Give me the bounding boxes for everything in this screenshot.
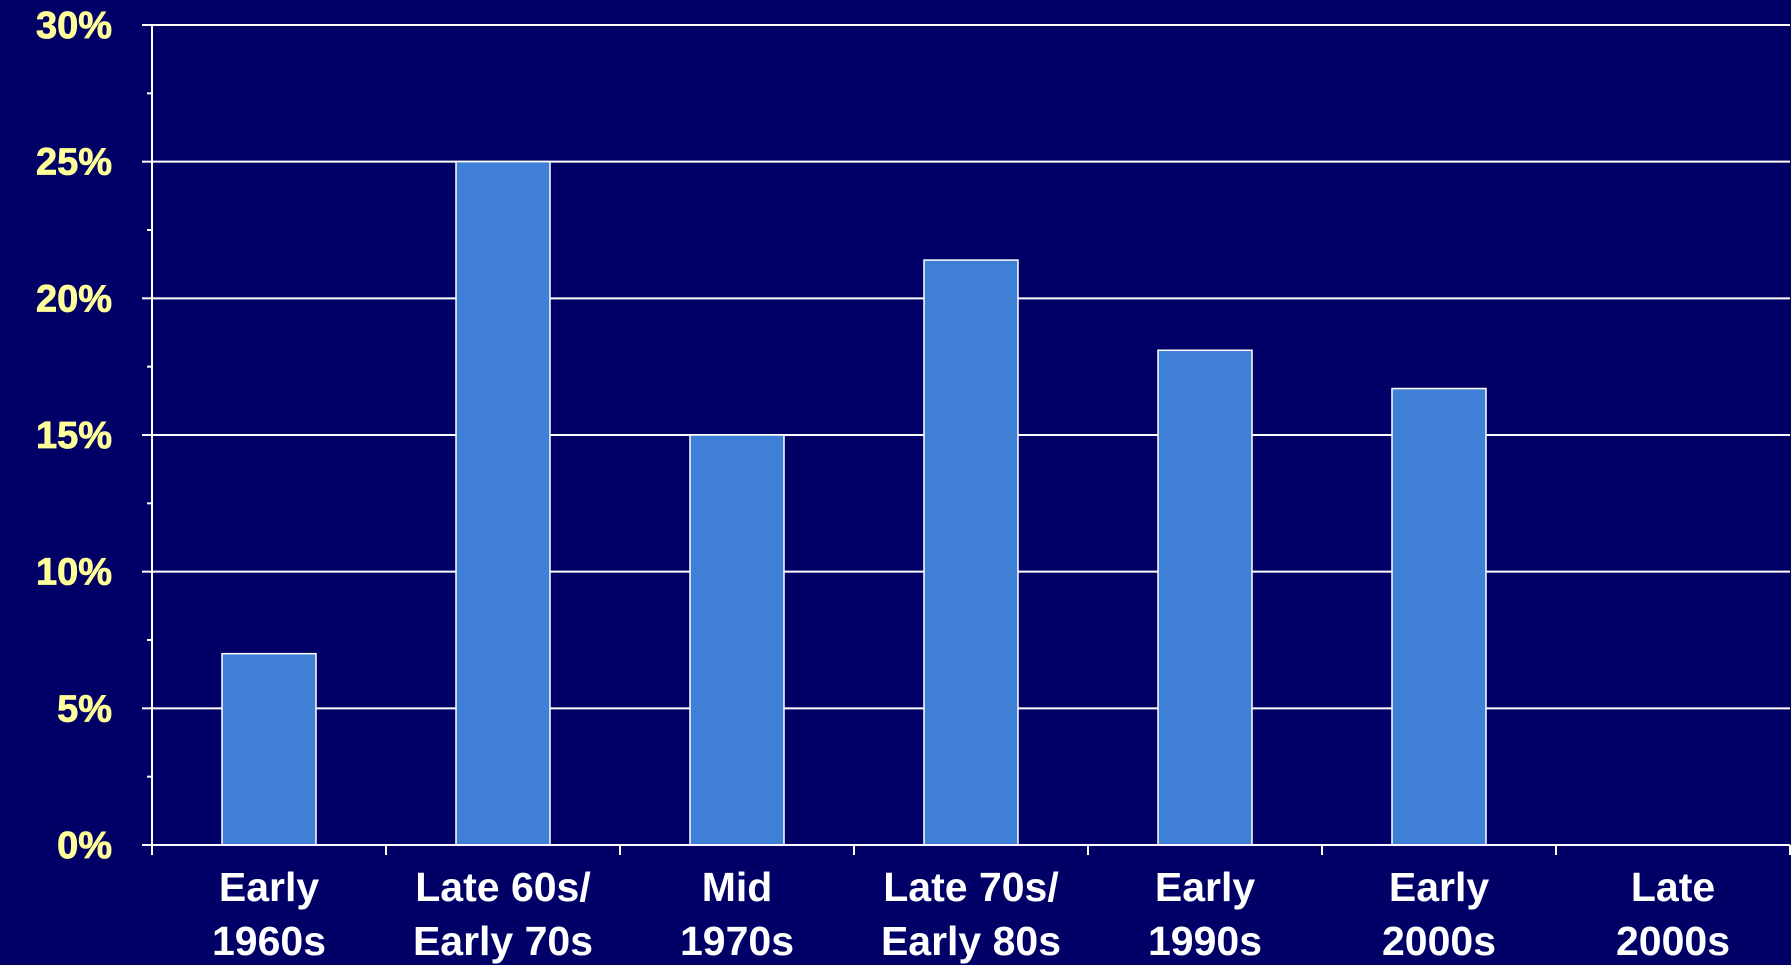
x-tick-label-line: 1970s — [680, 918, 794, 964]
y-tick-label: 30% — [36, 5, 112, 47]
bar-1 — [455, 160, 551, 846]
x-tick-label-line: 1990s — [1148, 918, 1262, 964]
y-tick-label: 15% — [36, 415, 112, 457]
x-tick-label-line: Mid — [702, 864, 773, 910]
x-tick-label: Mid 1970s — [680, 864, 794, 964]
bars — [221, 160, 1487, 846]
y-tick-label: 5% — [57, 688, 112, 730]
y-tick-label: 20% — [36, 278, 112, 320]
bar-3 — [923, 259, 1019, 846]
x-tick-labels: Early 1960s Late 60s/Early 70s Mid 1970s Late… — [212, 864, 1730, 964]
x-tick-label-line: Early 70s — [413, 918, 593, 964]
x-tick-label-line: 1960s — [212, 918, 326, 964]
x-tick-label-line: Late — [1631, 864, 1715, 910]
x-tick-label-line: Early — [1155, 864, 1255, 910]
x-tick-label-line: Early — [1389, 864, 1489, 910]
x-tick-label: Early 1990s — [1148, 864, 1262, 964]
y-tick-label: 25% — [36, 142, 112, 184]
bar-4 — [1157, 349, 1253, 846]
x-tick-label-line: Late 70s/ — [883, 864, 1059, 910]
y-tick-label: 10% — [36, 552, 112, 594]
axes — [142, 24, 1791, 855]
y-tick-label: 0% — [57, 825, 112, 867]
x-tick-label-line: 2000s — [1616, 918, 1730, 964]
bar-2 — [689, 434, 785, 846]
y-tick-labels: 0% 5% 10% 15% 20% 25% 30% — [36, 5, 113, 868]
x-tick-label: Late 60s/Early 70s — [413, 864, 593, 964]
x-tick-label-line: Late 60s/ — [415, 864, 591, 910]
x-tick-label: Early 1960s — [212, 864, 326, 964]
x-tick-label: Early 2000s — [1382, 864, 1496, 964]
x-tick-label: Late 2000s — [1616, 864, 1730, 964]
x-tick-label-line: Early 80s — [881, 918, 1061, 964]
x-tick-label-line: Early — [219, 864, 319, 910]
x-tick-label-line: 2000s — [1382, 918, 1496, 964]
x-tick-label: Late 70s/Early 80s — [881, 864, 1061, 964]
bar-0 — [221, 652, 317, 846]
bar-5 — [1391, 387, 1487, 846]
